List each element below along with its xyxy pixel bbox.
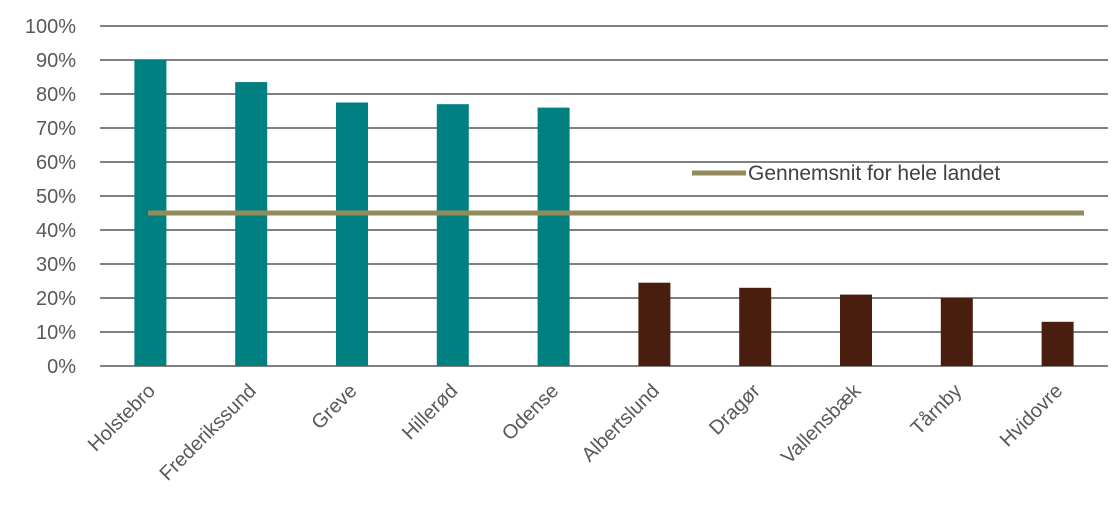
bar [940, 298, 973, 366]
bar [336, 102, 368, 366]
x-tick-label: Vallensbæk [777, 379, 866, 468]
y-tick-label: 70% [36, 118, 76, 140]
y-tick-label: 80% [36, 84, 76, 106]
x-tick-label: Hvidovre [996, 380, 1067, 451]
bar [1041, 321, 1074, 366]
y-tick-label: 90% [36, 50, 76, 72]
x-tick-label: Holstebro [84, 380, 160, 456]
bar [537, 107, 570, 366]
y-tick-label: 50% [36, 186, 76, 208]
y-tick-label: 20% [36, 288, 76, 310]
legend: Gennemsnit for hele landet [692, 162, 1000, 185]
x-tick-label: Greve [307, 380, 361, 434]
bar [638, 282, 671, 366]
x-tick-label: Albertslund [578, 380, 664, 466]
y-tick-label: 10% [36, 322, 76, 344]
y-axis-tick-labels: 0% 10% 20% 30% 40% 50% 60% 70% 80% 90% 100% [25, 16, 76, 378]
bar [235, 82, 268, 366]
legend-label: Gennemsnit for hele landet [748, 162, 1000, 185]
x-tick-label: Frederikssund [156, 380, 261, 485]
bar [436, 104, 469, 366]
y-tick-label: 30% [36, 254, 76, 276]
y-tick-label: 60% [36, 152, 76, 174]
y-tick-label: 40% [36, 220, 76, 242]
x-tick-label: Odense [498, 380, 563, 445]
bar [739, 287, 772, 366]
x-tick-label: Dragør [705, 380, 765, 440]
y-tick-label: 0% [47, 356, 76, 378]
x-tick-label: Hillerød [398, 380, 462, 444]
y-tick-label: 100% [25, 16, 76, 38]
bar [840, 294, 872, 366]
x-tick-label: Tårnby [907, 380, 967, 440]
gridlines [100, 25, 1108, 367]
